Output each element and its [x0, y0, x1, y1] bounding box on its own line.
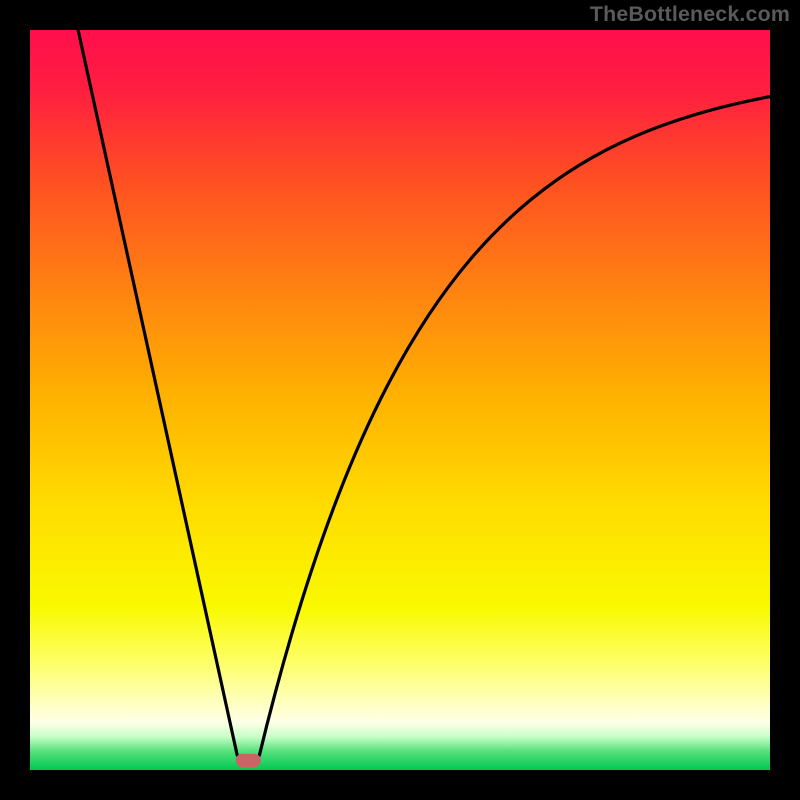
watermark-text: TheBottleneck.com	[590, 2, 790, 27]
chart-root: TheBottleneck.com	[0, 0, 800, 800]
minimum-marker	[236, 754, 261, 767]
plot-background	[30, 30, 770, 770]
bottleneck-chart	[0, 0, 800, 800]
